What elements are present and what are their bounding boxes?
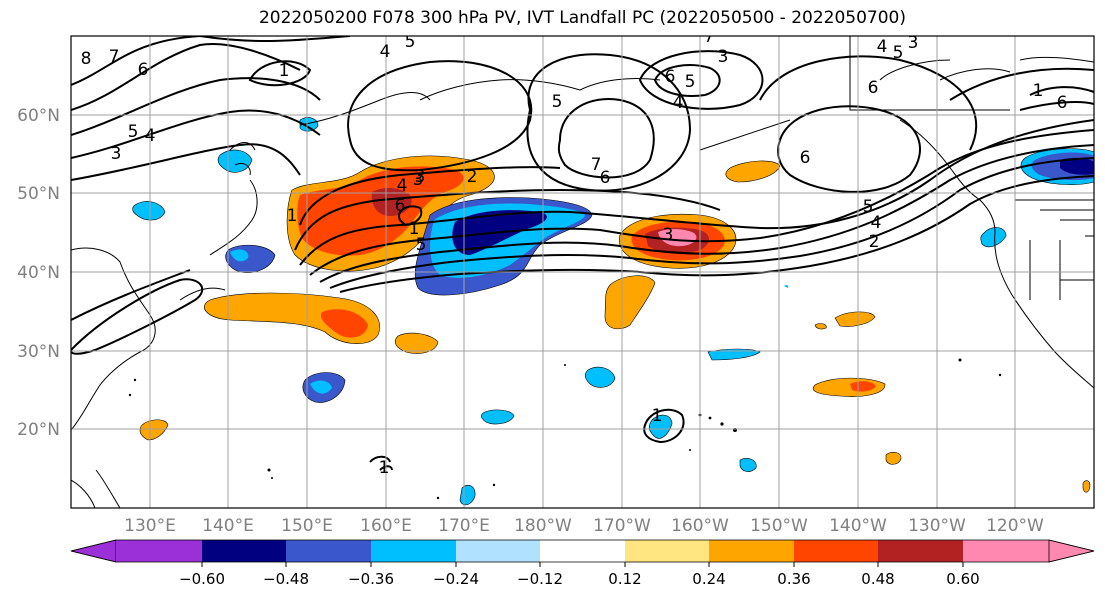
lon-label: 170°E: [438, 516, 490, 536]
contour-label: 3: [718, 47, 729, 67]
contour-label: 7: [704, 27, 715, 47]
contour-label: 1: [379, 458, 390, 478]
colorbar-segment: [625, 540, 709, 562]
lon-label: 150°E: [281, 516, 333, 536]
contour-label: 4: [397, 176, 408, 196]
lat-label: 30°N: [17, 342, 60, 362]
lon-label: 180°W: [514, 516, 572, 536]
contour-label: 8: [81, 49, 92, 69]
contour-label: 2: [869, 232, 880, 252]
colorbar-segment: [709, 540, 794, 562]
lon-label: 150°W: [750, 516, 808, 536]
lon-label: 140°W: [829, 516, 887, 536]
colorbar-tick-label: −0.12: [517, 570, 563, 588]
map-frame: [70, 35, 1095, 509]
contour-label: 3: [908, 33, 919, 53]
colorbar-segment: [116, 540, 202, 562]
contour-label: 4: [145, 126, 156, 146]
lat-label: 50°N: [17, 184, 60, 204]
colorbar-extend-min: [70, 539, 117, 563]
lon-label: 160°W: [671, 516, 729, 536]
contour-labels: 1 8 7 6 5 4 3 5 4 3 6 5 4 3 2 1 6 7 1 5 …: [81, 27, 1068, 478]
coastlines: [71, 36, 1094, 508]
contour-label: 6: [600, 168, 611, 188]
contour-label: 6: [868, 78, 879, 98]
contour-label: 6: [665, 67, 676, 87]
colorbar-segment: [794, 540, 878, 562]
contour-label: 3: [111, 144, 122, 164]
contour-label: 6: [1057, 93, 1068, 113]
colorbar-segment: [963, 540, 1049, 562]
contour-label: 6: [138, 60, 149, 80]
lon-label: 120°W: [986, 516, 1044, 536]
colorbar-segment: [286, 540, 371, 562]
lat-label: 20°N: [17, 420, 60, 440]
colorbar: −0.60 −0.48 −0.36 −0.24 −0.12 0.12 0.24 …: [70, 539, 1095, 588]
lon-label: 170°W: [593, 516, 651, 536]
contour-label: 1: [287, 206, 298, 226]
colorbar-segment: [202, 540, 286, 562]
colorbar-extend-max: [1048, 539, 1095, 563]
latitude-labels: 60°N 50°N 40°N 30°N 20°N: [17, 106, 60, 440]
colorbar-tick-label: −0.60: [179, 570, 225, 588]
islands: [128, 358, 1002, 500]
colorbar-tick-label: −0.24: [433, 570, 479, 588]
lon-label: 130°W: [908, 516, 966, 536]
contour-label: 5: [416, 235, 427, 255]
contour-label: 3: [663, 225, 674, 245]
colorbar-segment: [456, 540, 540, 562]
colorbar-segment: [540, 540, 625, 562]
colorbar-tick-label: 0.60: [946, 570, 979, 588]
contour-label: 4: [380, 42, 391, 62]
contour-label: 5: [863, 197, 874, 217]
longitude-labels: 130°E 140°E 150°E 160°E 170°E 180°W 170°…: [124, 516, 1044, 536]
contour-label: 4: [871, 213, 882, 233]
contour-label: 5: [128, 122, 139, 142]
colorbar-tick-label: 0.36: [777, 570, 810, 588]
contour-label: 5: [552, 92, 563, 112]
lon-label: 140°E: [202, 516, 254, 536]
colorbar-tick-label: 0.12: [608, 570, 641, 588]
colorbar-segment: [371, 540, 456, 562]
colorbar-tick-label: 0.48: [861, 570, 894, 588]
contour-label: 4: [877, 37, 888, 57]
lon-label: 130°E: [124, 516, 176, 536]
contour-label: 6: [800, 148, 811, 168]
contour-label: 4: [673, 93, 684, 113]
gridlines: [71, 36, 1094, 508]
colorbar-segment: [878, 540, 963, 562]
contour-label: 3: [415, 167, 426, 187]
contour-label: 1: [1033, 81, 1044, 101]
colorbar-tick-label: −0.48: [263, 570, 309, 588]
contour-label: 3: [413, 170, 424, 190]
map-title: 2022050200 F078 300 hPa PV, IVT Landfall…: [258, 8, 906, 28]
contour-label: 5: [893, 43, 904, 63]
contour-label: 1: [652, 406, 663, 426]
lat-label: 60°N: [17, 106, 60, 126]
colorbar-tick-label: −0.36: [348, 570, 394, 588]
lat-label: 40°N: [17, 263, 60, 283]
contour-label: 7: [591, 155, 602, 175]
contour-label: 1: [279, 61, 290, 81]
contour-label: 1: [409, 219, 420, 239]
contour-label: 6: [395, 196, 406, 216]
contour-label: 5: [685, 72, 696, 92]
colorbar-tick-label: 0.24: [692, 570, 725, 588]
contour-label: 2: [467, 167, 478, 187]
contour-label: 7: [109, 47, 120, 67]
lon-label: 160°E: [360, 516, 412, 536]
contour-label: 5: [405, 32, 416, 52]
